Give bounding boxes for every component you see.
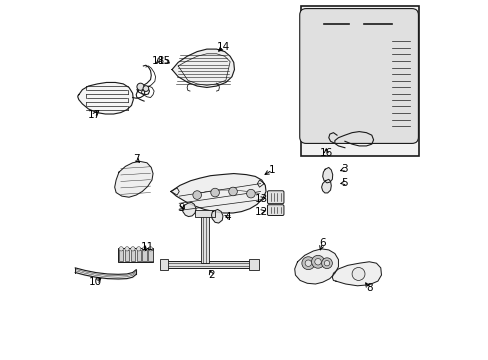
Circle shape <box>301 257 314 270</box>
FancyBboxPatch shape <box>299 9 418 143</box>
Polygon shape <box>211 210 223 223</box>
Text: 15: 15 <box>158 56 171 66</box>
Bar <box>124 249 129 261</box>
Bar <box>118 248 153 262</box>
Polygon shape <box>78 82 133 114</box>
Circle shape <box>142 86 148 91</box>
Polygon shape <box>332 262 381 286</box>
Text: 17: 17 <box>88 110 101 120</box>
Circle shape <box>228 187 237 196</box>
Bar <box>301 6 418 156</box>
Bar <box>195 210 214 217</box>
Polygon shape <box>172 49 234 87</box>
Text: 8: 8 <box>365 283 372 293</box>
Text: 5: 5 <box>340 178 347 188</box>
FancyBboxPatch shape <box>267 191 284 204</box>
Text: 18: 18 <box>151 56 165 66</box>
Text: 16: 16 <box>319 148 332 158</box>
Bar <box>248 259 258 270</box>
Text: 7: 7 <box>133 154 139 164</box>
Bar <box>160 259 168 270</box>
Bar <box>163 261 256 268</box>
Bar <box>136 249 141 261</box>
Polygon shape <box>294 249 338 284</box>
Circle shape <box>311 255 324 268</box>
FancyBboxPatch shape <box>267 205 284 216</box>
Text: 4: 4 <box>224 212 230 221</box>
Circle shape <box>324 261 329 266</box>
Text: 6: 6 <box>319 238 325 248</box>
Circle shape <box>246 189 255 198</box>
Bar <box>119 249 123 261</box>
Circle shape <box>192 191 201 199</box>
Circle shape <box>136 247 141 251</box>
Circle shape <box>142 247 146 251</box>
Text: 9: 9 <box>178 203 184 213</box>
Circle shape <box>137 83 144 90</box>
Text: 10: 10 <box>89 277 102 287</box>
Circle shape <box>148 247 152 251</box>
Bar <box>142 249 146 261</box>
Text: 3: 3 <box>340 164 347 174</box>
Polygon shape <box>322 167 332 183</box>
Bar <box>201 214 208 263</box>
Polygon shape <box>171 174 265 213</box>
Polygon shape <box>321 179 330 193</box>
Circle shape <box>119 247 123 251</box>
Text: 2: 2 <box>208 270 214 280</box>
Polygon shape <box>115 161 153 197</box>
Text: 13: 13 <box>255 194 268 204</box>
Polygon shape <box>183 202 196 217</box>
Circle shape <box>124 247 129 251</box>
Bar <box>130 249 135 261</box>
Text: 1: 1 <box>268 165 275 175</box>
Circle shape <box>305 260 311 266</box>
Text: 11: 11 <box>140 242 153 252</box>
Bar <box>148 249 152 261</box>
Text: 14: 14 <box>217 42 230 51</box>
Circle shape <box>314 258 321 265</box>
Text: 12: 12 <box>255 207 268 217</box>
Circle shape <box>210 188 219 197</box>
Circle shape <box>321 258 332 269</box>
Circle shape <box>351 267 364 280</box>
Circle shape <box>130 247 135 251</box>
